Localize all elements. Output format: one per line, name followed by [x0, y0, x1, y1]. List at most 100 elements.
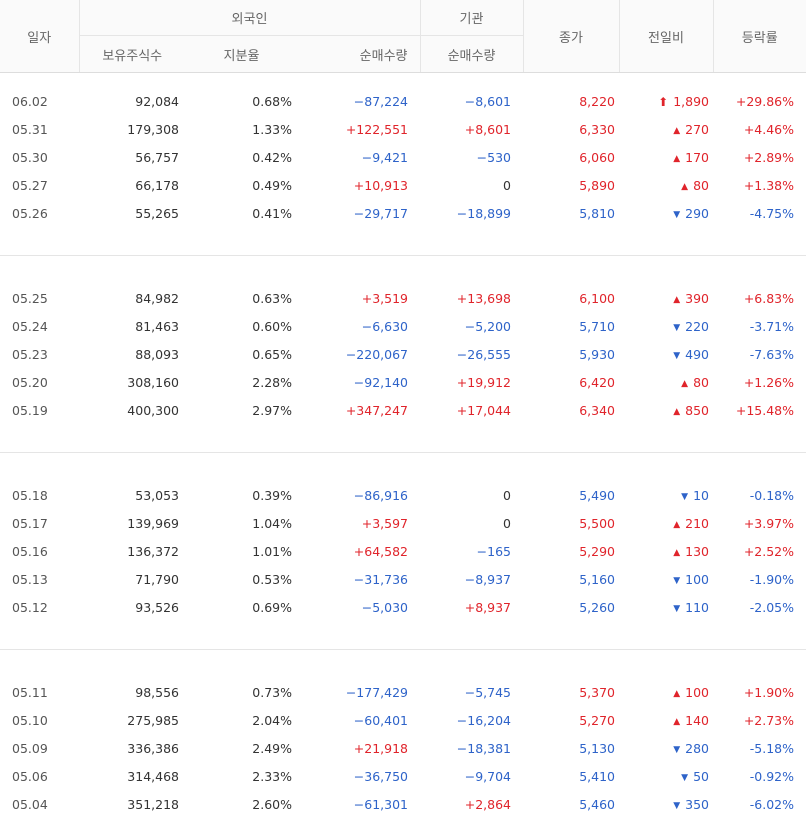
- group-spacer: [0, 73, 806, 88]
- pct-cell: +2.73%: [713, 706, 806, 734]
- foreign-net-cell: −92,140: [298, 368, 420, 396]
- pct-cell: -5.18%: [713, 734, 806, 762]
- close-cell: 6,420: [523, 368, 619, 396]
- pct-cell: -3.71%: [713, 312, 806, 340]
- institution-net-cell: −165: [420, 537, 523, 565]
- group-spacer: [0, 256, 806, 285]
- ratio-cell: 0.69%: [185, 593, 298, 621]
- foreign-net-cell: −5,030: [298, 593, 420, 621]
- date-cell: 05.25: [0, 284, 79, 312]
- up-triangle-icon: ▲: [673, 295, 680, 305]
- ratio-cell: 2.49%: [185, 734, 298, 762]
- close-cell: 5,290: [523, 537, 619, 565]
- change-value: 80: [693, 375, 709, 390]
- institution-net-cell: −16,204: [420, 706, 523, 734]
- pct-cell: +29.86%: [713, 87, 806, 115]
- close-cell: 5,410: [523, 762, 619, 790]
- change-value: 100: [685, 572, 709, 587]
- holding-cell: 275,985: [79, 706, 185, 734]
- ratio-cell: 2.60%: [185, 790, 298, 818]
- close-cell: 6,330: [523, 115, 619, 143]
- change-cell: ▲210: [619, 509, 713, 537]
- change-cell: ▼290: [619, 199, 713, 227]
- change-value: 10: [693, 488, 709, 503]
- ratio-cell: 1.01%: [185, 537, 298, 565]
- close-cell: 5,130: [523, 734, 619, 762]
- ratio-cell: 0.39%: [185, 481, 298, 509]
- change-cell: ▼220: [619, 312, 713, 340]
- up-triangle-icon: ▲: [681, 379, 688, 389]
- change-cell: ⬆1,890: [619, 87, 713, 115]
- up-triangle-icon: ▲: [681, 182, 688, 192]
- date-cell: 05.09: [0, 734, 79, 762]
- pct-cell: +4.46%: [713, 115, 806, 143]
- holding-cell: 88,093: [79, 340, 185, 368]
- pct-cell: -4.75%: [713, 199, 806, 227]
- pct-cell: -2.05%: [713, 593, 806, 621]
- up-triangle-icon: ▲: [673, 689, 680, 699]
- spacer-cell: [0, 73, 806, 88]
- pct-cell: -0.18%: [713, 481, 806, 509]
- up-triangle-icon: ▲: [673, 548, 680, 558]
- close-cell: 5,370: [523, 678, 619, 706]
- spacer-cell: [0, 453, 806, 482]
- foreign-net-cell: +64,582: [298, 537, 420, 565]
- change-value: 140: [685, 713, 709, 728]
- change-value: 270: [685, 122, 709, 137]
- change-cell: ▼100: [619, 565, 713, 593]
- header-institution: 기관: [420, 0, 523, 36]
- down-triangle-icon: ▼: [673, 745, 680, 755]
- pct-cell: +1.38%: [713, 171, 806, 199]
- change-value: 130: [685, 544, 709, 559]
- upper-limit-arrow-icon: ⬆: [658, 95, 668, 109]
- down-triangle-icon: ▼: [673, 801, 680, 811]
- foreign-net-cell: −177,429: [298, 678, 420, 706]
- pct-cell: +6.83%: [713, 284, 806, 312]
- pct-cell: -6.02%: [713, 790, 806, 818]
- close-cell: 5,460: [523, 790, 619, 818]
- up-triangle-icon: ▲: [673, 407, 680, 417]
- holding-cell: 71,790: [79, 565, 185, 593]
- foreign-net-cell: −36,750: [298, 762, 420, 790]
- date-cell: 05.10: [0, 706, 79, 734]
- holding-cell: 98,556: [79, 678, 185, 706]
- institution-net-cell: −5,200: [420, 312, 523, 340]
- ratio-cell: 0.63%: [185, 284, 298, 312]
- institution-net-cell: 0: [420, 171, 523, 199]
- close-cell: 5,260: [523, 593, 619, 621]
- change-cell: ▲170: [619, 143, 713, 171]
- change-value: 290: [685, 206, 709, 221]
- change-value: 280: [685, 741, 709, 756]
- date-cell: 05.27: [0, 171, 79, 199]
- date-cell: 05.18: [0, 481, 79, 509]
- holding-cell: 84,982: [79, 284, 185, 312]
- date-cell: 06.02: [0, 87, 79, 115]
- group-spacer: [0, 453, 806, 482]
- holding-cell: 139,969: [79, 509, 185, 537]
- foreign-net-cell: −60,401: [298, 706, 420, 734]
- foreign-net-cell: +347,247: [298, 396, 420, 424]
- date-cell: 05.31: [0, 115, 79, 143]
- up-triangle-icon: ▲: [673, 717, 680, 727]
- down-triangle-icon: ▼: [681, 492, 688, 502]
- pct-cell: +1.90%: [713, 678, 806, 706]
- ratio-cell: 2.04%: [185, 706, 298, 734]
- change-cell: ▼ 10: [619, 481, 713, 509]
- ratio-cell: 2.28%: [185, 368, 298, 396]
- change-cell: ▲270: [619, 115, 713, 143]
- change-cell: ▲100: [619, 678, 713, 706]
- ratio-cell: 1.04%: [185, 509, 298, 537]
- up-triangle-icon: ▲: [673, 520, 680, 530]
- foreign-net-cell: −86,916: [298, 481, 420, 509]
- header-change: 전일비: [619, 0, 713, 73]
